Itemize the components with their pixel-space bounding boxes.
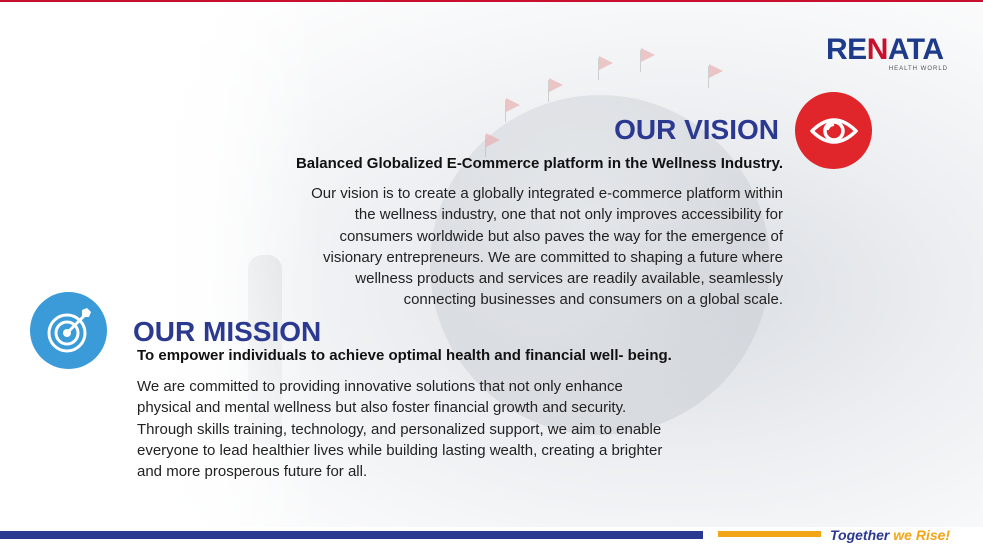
flag-pole xyxy=(640,50,641,72)
tagline-together: Together xyxy=(830,527,890,543)
flag-pole xyxy=(505,100,506,122)
mission-subtitle: To empower individuals to achieve optima… xyxy=(137,347,672,364)
flag-marker xyxy=(506,98,520,112)
mission-icon-badge xyxy=(30,292,107,369)
vision-body: Our vision is to create a globally integ… xyxy=(163,183,783,311)
flag-marker xyxy=(599,56,613,70)
flag-marker xyxy=(486,133,500,147)
flag-marker xyxy=(709,64,723,78)
footer-blue-bar xyxy=(0,531,703,539)
vision-body-line: the wellness industry, one that not only… xyxy=(354,206,783,224)
logo-text-ata: ATA xyxy=(887,33,944,66)
vision-body-line: visionary entrepreneurs. We are committe… xyxy=(323,248,783,266)
mission-body: We are committed to providing innovative… xyxy=(137,376,807,482)
renata-logo: RENATA HEALTH WORLD xyxy=(826,33,954,75)
vision-body-line: Our vision is to create a globally integ… xyxy=(311,185,783,202)
flag-marker xyxy=(641,48,655,62)
tagline-we-rise: we Rise! xyxy=(893,527,951,543)
mission-body-line: Through skills training, technology, and… xyxy=(137,420,662,438)
vision-body-line: consumers worldwide but also paves the w… xyxy=(339,227,783,245)
logo-text-re: RE xyxy=(826,33,867,66)
logo-wordmark: RENATA xyxy=(826,33,944,67)
target-icon xyxy=(47,307,91,352)
mission-body-line: and more prosperous future for all. xyxy=(137,463,368,481)
vision-icon-badge xyxy=(795,92,872,169)
logo-text-n: N xyxy=(866,33,889,66)
vision-title: OUR VISION xyxy=(614,114,779,145)
mission-body-line: physical and mental wellness but also fo… xyxy=(137,399,627,417)
vision-body-line: wellness products and services are readi… xyxy=(355,270,783,288)
flag-pole xyxy=(708,66,709,88)
globe-graphic xyxy=(430,95,770,435)
mission-body-line: everyone to lead healthier lives while b… xyxy=(137,441,663,459)
mission-title: OUR MISSION xyxy=(133,316,322,347)
vision-body-line: connecting businesses and consumers on a… xyxy=(403,291,783,309)
logo-subtitle: HEALTH WORLD xyxy=(888,66,948,72)
flag-marker xyxy=(549,78,563,92)
flag-pole xyxy=(598,58,599,80)
flag-pole xyxy=(485,135,486,157)
mission-body-line: We are committed to providing innovative… xyxy=(137,378,623,395)
flag-pole xyxy=(548,80,549,102)
top-accent-line xyxy=(0,0,983,2)
footer-tagline: Together we Rise! xyxy=(830,526,950,544)
footer-orange-bar xyxy=(718,531,821,537)
vision-subtitle: Balanced Globalized E-Commerce platform … xyxy=(295,155,783,172)
background-fade xyxy=(120,2,320,527)
eye-icon xyxy=(809,117,858,144)
